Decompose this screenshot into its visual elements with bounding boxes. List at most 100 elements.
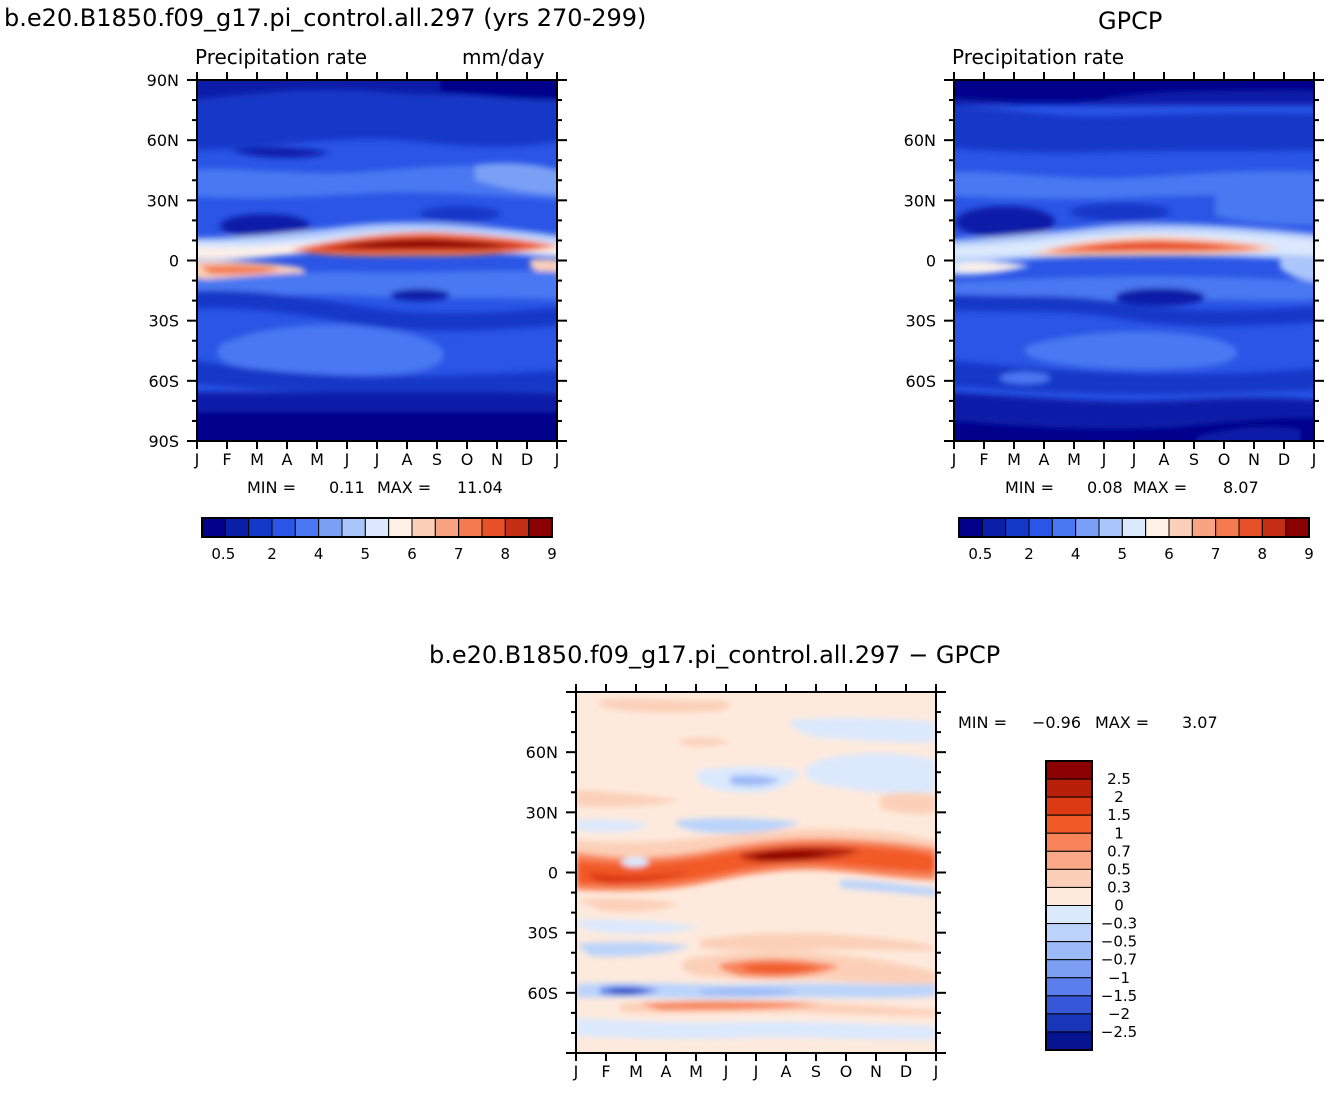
obs-min-value: 0.08 (1087, 478, 1123, 497)
obs-colorbar-frame (958, 517, 1310, 538)
obs-colorbar-label: 8 (1258, 545, 1268, 563)
diff-x-tick-label: O (840, 1062, 853, 1081)
model-x-tick-label: J (344, 450, 350, 469)
diff-max-label: MAX = (1095, 713, 1150, 732)
model-x-tick-label: S (432, 450, 442, 469)
model-contour-field (197, 80, 557, 441)
model-variable-label: Precipitation rate (195, 45, 367, 69)
model-colorbar-label: 9 (547, 545, 557, 563)
obs-x-tick-label: O (1218, 450, 1231, 469)
model-y-tick-label: 60N (147, 131, 179, 150)
obs-colorbar-label: 6 (1164, 545, 1174, 563)
obs-y-tick-label: 30N (904, 191, 936, 210)
obs-x-tick-label: N (1248, 450, 1260, 469)
obs-colorbar-label: 5 (1118, 545, 1128, 563)
model-max-value: 11.04 (457, 478, 503, 497)
obs-x-tick-label: S (1189, 450, 1199, 469)
model-x-tick-label: A (282, 450, 293, 469)
model-units-label: mm/day (462, 45, 545, 69)
diff-colorbar-label: 0 (1114, 897, 1124, 915)
obs-contour-field (954, 80, 1314, 441)
diff-x-tick-label: M (629, 1062, 643, 1081)
model-y-tick-label: 90N (147, 71, 179, 90)
obs-colorbar-box (1051, 517, 1077, 538)
obs-y-tick-label: 30S (905, 312, 936, 331)
model-panel-title: b.e20.B1850.f09_g17.pi_control.all.297 (… (4, 4, 647, 32)
model-min-value: 0.11 (329, 478, 365, 497)
model-colorbar-box (388, 517, 413, 538)
diff-y-tick-label: 60N (526, 743, 558, 762)
obs-x-tick-label: A (1039, 450, 1050, 469)
model-colorbar-box (341, 517, 366, 538)
model-min-label: MIN = (247, 478, 296, 497)
diff-colorbar-box (1045, 1031, 1093, 1051)
model-colorbar-frame (201, 517, 553, 538)
model-x-tick-label: J (374, 450, 380, 469)
diff-colorbar-box (1045, 886, 1093, 906)
model-colorbar-box (411, 517, 436, 538)
obs-colorbar-box (1191, 517, 1217, 538)
diff-x-tick-label: J (753, 1062, 759, 1081)
diff-x-tick-label: A (781, 1062, 792, 1081)
model-colorbar-box (271, 517, 296, 538)
diff-x-tick-label: F (601, 1062, 610, 1081)
obs-x-tick-label: F (979, 450, 988, 469)
model-colorbar-label: 6 (407, 545, 417, 563)
diff-y-tick-label: 0 (548, 864, 558, 883)
model-colorbar-label: 4 (314, 545, 324, 563)
obs-y-tick-label: 60S (905, 372, 936, 391)
model-colorbar-box (294, 517, 320, 538)
obs-colorbar-label: 0.5 (968, 545, 992, 563)
diff-x-tick-label: D (900, 1062, 912, 1081)
model-x-tick-label: N (491, 450, 503, 469)
diff-colorbar-box (1045, 941, 1093, 961)
model-colorbar-box (434, 517, 460, 538)
obs-x-tick-label: D (1278, 450, 1290, 469)
diff-colorbar-box (1045, 796, 1093, 816)
diff-x-tick-label: M (689, 1062, 703, 1081)
diff-min-label: MIN = (958, 713, 1007, 732)
diff-x-tick-label: J (573, 1062, 579, 1081)
model-y-tick-label: 60S (148, 372, 179, 391)
diff-colorbar-label: 0.7 (1107, 842, 1131, 860)
diff-colorbar-label: 2 (1114, 788, 1124, 806)
diff-colorbar-label: 0.5 (1107, 860, 1131, 878)
model-x-tick-label: M (310, 450, 324, 469)
obs-colorbar-box (1028, 517, 1053, 538)
model-y-tick-label: 0 (169, 252, 179, 271)
obs-max-label: MAX = (1133, 478, 1188, 497)
model-colorbar-box (201, 517, 226, 538)
obs-x-tick-label: J (1131, 450, 1137, 469)
obs-panel-title: GPCP (1098, 7, 1163, 35)
obs-x-tick-label: J (951, 450, 957, 469)
diff-colorbar-label: −2 (1108, 1005, 1130, 1023)
obs-colorbar: 0.5 2 4 5 6 7 8 9 (958, 517, 1314, 563)
obs-colorbar-label: 9 (1304, 545, 1314, 563)
model-colorbar-box (528, 517, 553, 538)
obs-colorbar-box (1261, 517, 1287, 538)
model-colorbar-label: 8 (501, 545, 511, 563)
obs-x-tick-label: A (1159, 450, 1170, 469)
model-colorbar-box (481, 517, 506, 538)
diff-colorbar-box (1045, 905, 1093, 925)
model-x-tick-label: D (521, 450, 533, 469)
model-y-tick-label: 30S (148, 312, 179, 331)
model-x-tick-label: A (402, 450, 413, 469)
diff-colorbar-box (1045, 850, 1093, 870)
model-colorbar-box (224, 517, 250, 538)
model-colorbar-box (318, 517, 343, 538)
model-y-tick-label: 30N (147, 191, 179, 210)
diff-colorbar-box (1045, 832, 1093, 852)
obs-x-tick-label: J (1311, 450, 1317, 469)
model-colorbar-box (248, 517, 273, 538)
obs-x-tick-label: J (1101, 450, 1107, 469)
model-x-tick-label: M (250, 450, 264, 469)
diff-colorbar-box (1045, 977, 1093, 997)
diff-colorbar-label: −1.5 (1101, 987, 1137, 1005)
diff-colorbar-label: −0.5 (1101, 933, 1137, 951)
diff-x-tick-label: N (870, 1062, 882, 1081)
obs-colorbar-box (981, 517, 1007, 538)
